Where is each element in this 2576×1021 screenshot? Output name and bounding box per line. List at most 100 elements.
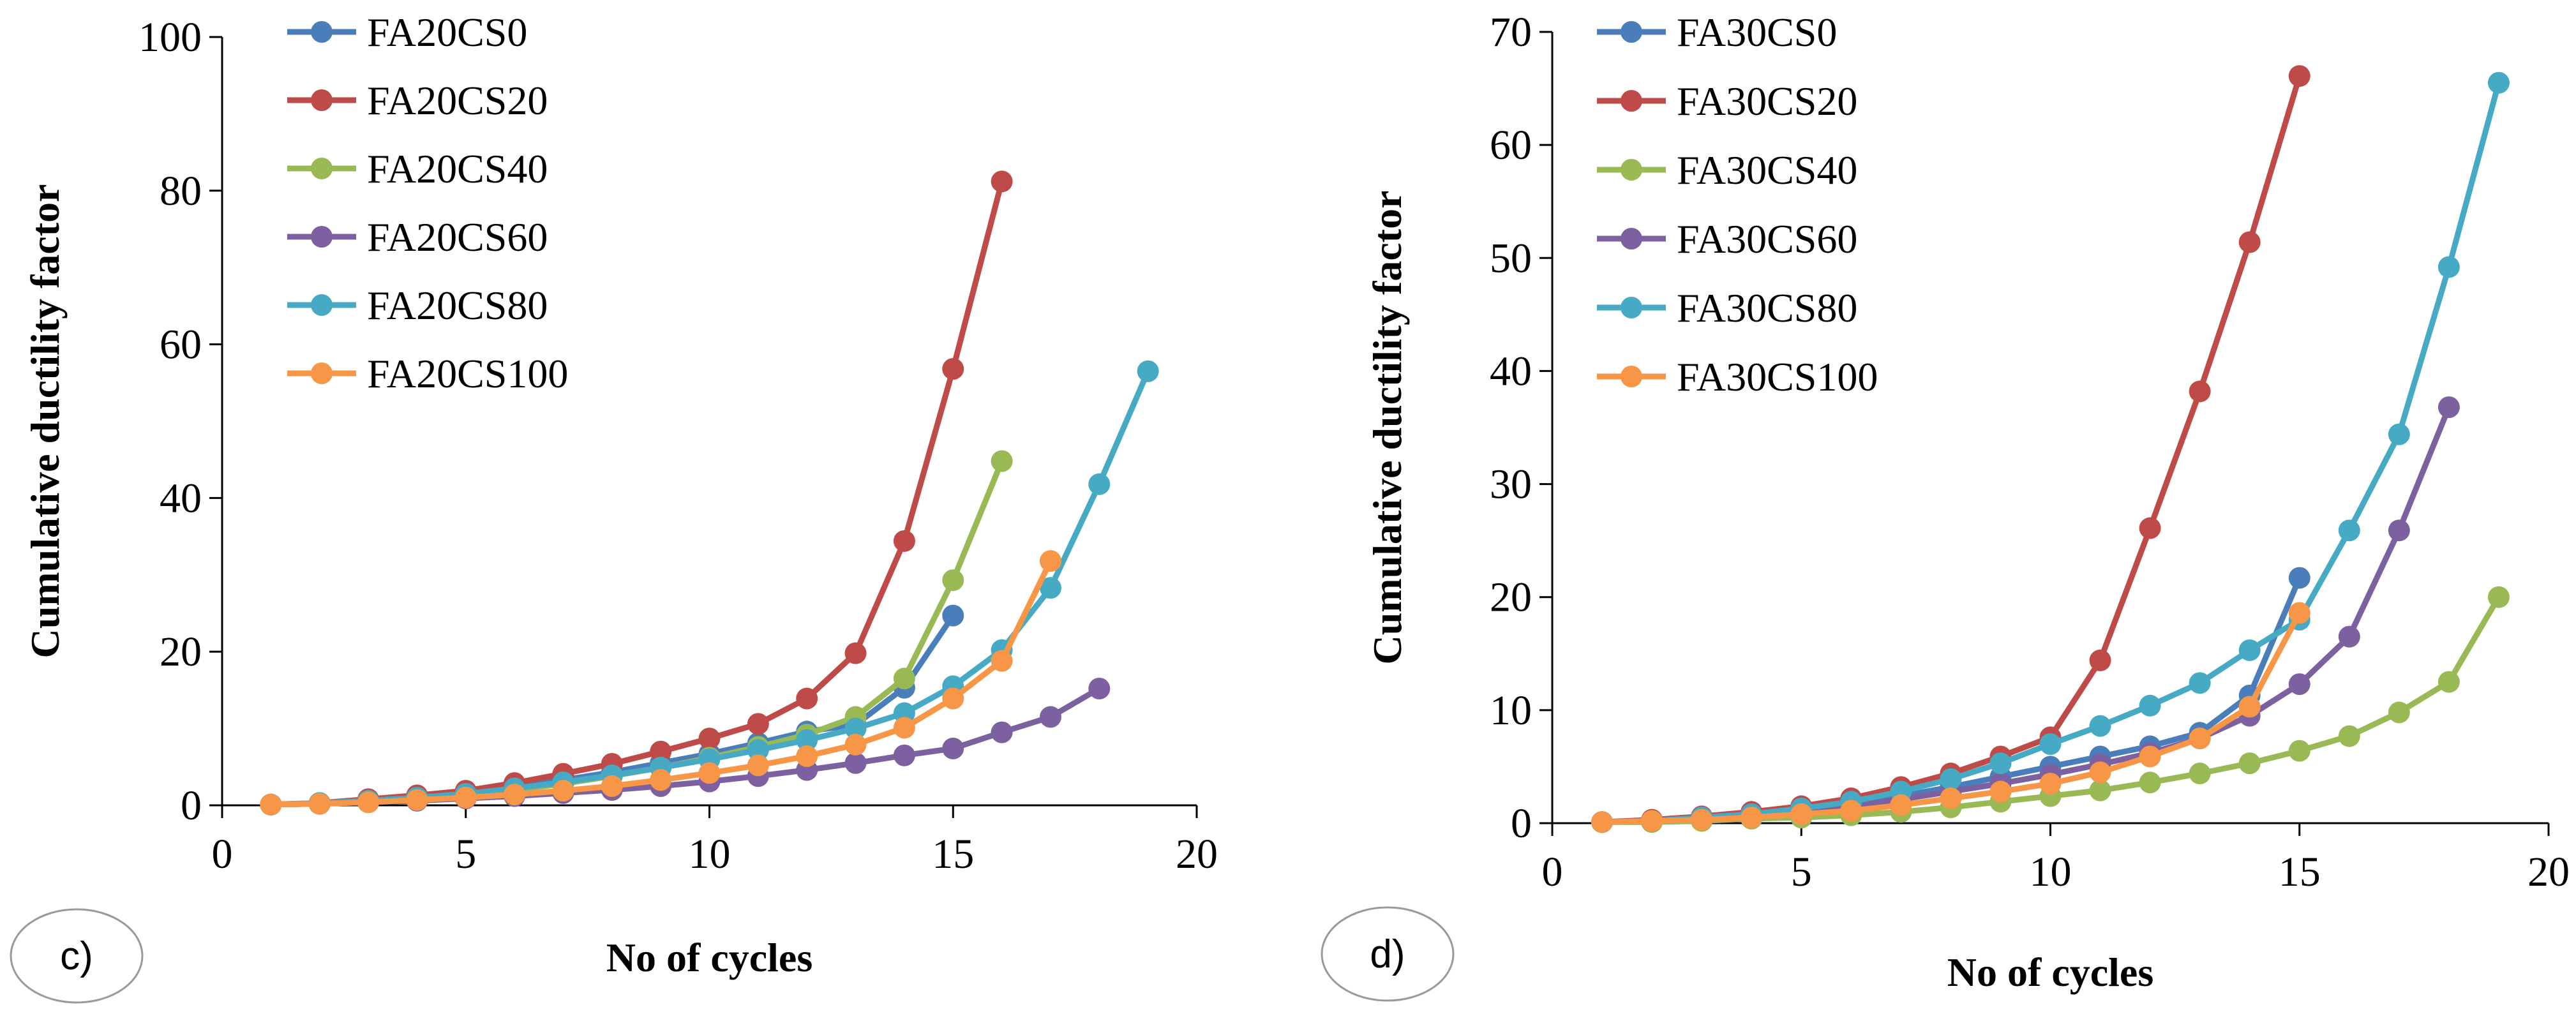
series-line bbox=[267, 458, 1005, 808]
chart-panel-d: 0 10 20 30 40 50 60 70 0 5 10 15 20 No of cycles Cumul… bbox=[1321, 9, 2570, 1002]
data-point bbox=[2238, 752, 2261, 775]
legend-label: FA20CS80 bbox=[367, 283, 548, 328]
data-point bbox=[1890, 794, 1912, 816]
data-point bbox=[2288, 567, 2310, 589]
data-point bbox=[893, 530, 915, 552]
legend-swatch-marker bbox=[311, 89, 333, 111]
x-tick-label: 20 bbox=[1176, 831, 1218, 877]
data-point bbox=[747, 754, 769, 777]
data-point bbox=[2487, 71, 2510, 94]
data-point bbox=[747, 739, 769, 761]
legend-swatch-marker bbox=[1621, 297, 1642, 318]
data-point bbox=[1039, 706, 1061, 728]
data-point bbox=[942, 604, 964, 627]
data-point bbox=[844, 642, 867, 664]
legend-label: FA20CS60 bbox=[367, 214, 548, 260]
data-point bbox=[2089, 649, 2111, 671]
legend-swatch-marker bbox=[1621, 366, 1642, 387]
x-tick-label: 20 bbox=[2527, 849, 2570, 895]
data-point bbox=[357, 791, 380, 814]
legend-swatch-marker bbox=[1621, 90, 1642, 112]
data-point bbox=[1989, 752, 2012, 775]
data-point bbox=[2288, 740, 2310, 762]
legend-item: FA30CS20 bbox=[1597, 78, 1857, 124]
data-point bbox=[844, 752, 867, 774]
legend-swatch-marker bbox=[311, 226, 333, 248]
legend-item: FA30CS60 bbox=[1597, 216, 1857, 262]
y-tick-label: 0 bbox=[1511, 800, 1532, 847]
y-tick-label: 40 bbox=[1490, 348, 1532, 394]
legend-label: FA30CS100 bbox=[1677, 354, 1878, 399]
x-axis-title: No of cycles bbox=[606, 935, 812, 980]
data-point bbox=[2338, 625, 2360, 648]
data-point bbox=[1088, 677, 1111, 699]
legend-item: FA30CS100 bbox=[1597, 354, 1878, 399]
y-tick-label: 10 bbox=[1490, 687, 1532, 734]
legend-label: FA30CS60 bbox=[1677, 216, 1857, 262]
legend-label: FA30CS40 bbox=[1677, 147, 1857, 193]
x-tick-label: 10 bbox=[689, 831, 731, 877]
data-point bbox=[504, 784, 526, 806]
series-FA30CS40 bbox=[1591, 586, 2510, 833]
data-point bbox=[2139, 745, 2161, 768]
data-point bbox=[991, 650, 1013, 672]
data-point bbox=[2189, 727, 2211, 750]
y-tick-label: 60 bbox=[160, 322, 202, 368]
x-tick-label: 5 bbox=[455, 831, 476, 877]
data-point bbox=[2388, 701, 2410, 724]
data-point bbox=[2089, 779, 2111, 801]
legend-label: FA30CS80 bbox=[1677, 285, 1857, 331]
legend-swatch-marker bbox=[1621, 159, 1642, 181]
data-point bbox=[2437, 396, 2460, 419]
series-FA30CS60 bbox=[1591, 396, 2460, 833]
data-point bbox=[2238, 231, 2261, 253]
x-axis-title: No of cycles bbox=[1947, 950, 2153, 995]
legend-label: FA20CS100 bbox=[367, 351, 568, 396]
data-point bbox=[1691, 809, 1713, 831]
data-point bbox=[2487, 586, 2510, 608]
x-tick-label: 0 bbox=[1542, 849, 1563, 895]
data-point bbox=[991, 721, 1013, 743]
data-point bbox=[552, 780, 574, 802]
legend-label: FA30CS0 bbox=[1677, 10, 1837, 55]
data-point bbox=[2238, 639, 2261, 661]
y-tick-label: 0 bbox=[181, 782, 202, 829]
data-point bbox=[796, 729, 818, 751]
data-point bbox=[2288, 602, 2310, 624]
data-point bbox=[942, 737, 964, 759]
data-point bbox=[2139, 517, 2161, 539]
data-point bbox=[2139, 771, 2161, 794]
panel-label-ellipse bbox=[1321, 906, 1455, 1002]
data-point bbox=[1940, 787, 1962, 810]
data-point bbox=[991, 170, 1013, 193]
data-point bbox=[942, 687, 964, 710]
data-point bbox=[2437, 671, 2460, 693]
data-point bbox=[260, 793, 282, 816]
legend-item: FA20CS60 bbox=[287, 214, 548, 260]
data-point bbox=[601, 775, 623, 797]
data-point bbox=[796, 745, 818, 767]
data-point bbox=[1989, 780, 2012, 803]
y-axis-title: Cumulative ductility factor bbox=[22, 184, 68, 659]
legend-swatch-marker bbox=[311, 294, 333, 316]
data-point bbox=[844, 733, 867, 756]
data-point bbox=[698, 762, 721, 784]
panel-label: d) bbox=[1370, 932, 1405, 976]
legend-item: FA20CS20 bbox=[287, 78, 548, 123]
legend-swatch-marker bbox=[1621, 228, 1642, 250]
data-point bbox=[1591, 811, 1614, 833]
data-point bbox=[893, 667, 915, 690]
chart-panel-c: 0 20 40 60 80 100 0 5 10 15 20 No of cycles Cumulati… bbox=[10, 10, 1218, 1004]
legend-item: FA20CS100 bbox=[287, 351, 568, 396]
data-point bbox=[2388, 519, 2410, 542]
legend-swatch-marker bbox=[311, 21, 333, 43]
series-FA30CS100 bbox=[1591, 602, 2310, 833]
data-point bbox=[2089, 761, 2111, 784]
data-point bbox=[2288, 673, 2310, 696]
y-tick-label: 30 bbox=[1490, 461, 1532, 508]
data-point bbox=[1039, 550, 1061, 572]
data-point bbox=[942, 569, 964, 592]
data-point bbox=[1790, 803, 1813, 825]
legend-label: FA20CS40 bbox=[367, 146, 548, 191]
